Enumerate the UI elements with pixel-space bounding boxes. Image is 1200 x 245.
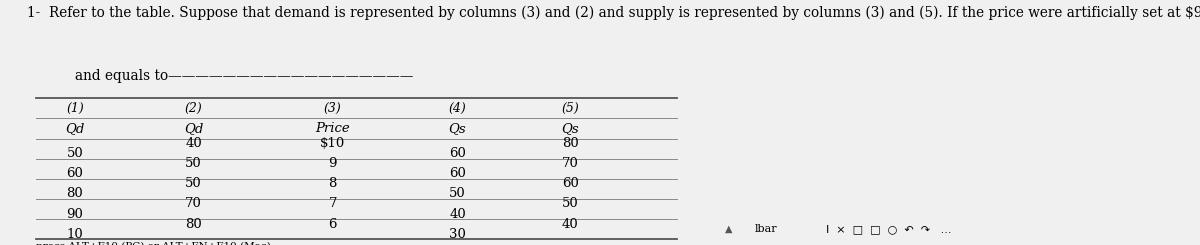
Text: (3): (3) [324,102,342,115]
Text: (1): (1) [66,102,84,115]
Text: lbar: lbar [755,224,778,234]
Text: 40: 40 [449,208,466,220]
Text: 30: 30 [449,228,466,241]
Text: $10: $10 [320,137,346,150]
Text: Price: Price [316,122,350,135]
Text: 60: 60 [66,167,83,180]
Text: Qs: Qs [449,122,467,135]
Text: 8: 8 [329,177,337,190]
Text: Qs: Qs [562,122,580,135]
Text: 50: 50 [185,157,202,170]
Text: 80: 80 [185,218,202,231]
Text: (2): (2) [185,102,203,115]
Text: 80: 80 [562,137,578,150]
Text: Qd: Qd [184,122,203,135]
Text: 6: 6 [329,218,337,231]
Text: 50: 50 [185,177,202,190]
Text: 40: 40 [562,218,578,231]
Text: (5): (5) [562,102,580,115]
Text: 50: 50 [449,187,466,200]
Text: 60: 60 [562,177,578,190]
Text: ▲: ▲ [725,224,732,234]
Text: 80: 80 [66,187,83,200]
Text: I  ×  □  □  ○  ↶  ↷   ...: I × □ □ ○ ↶ ↷ ... [826,224,952,234]
Text: 1-  Refer to the table. Suppose that demand is represented by columns (3) and (2: 1- Refer to the table. Suppose that dema… [28,6,1200,21]
Text: 60: 60 [449,167,466,180]
Text: 50: 50 [562,197,578,210]
Text: (4): (4) [449,102,467,115]
Text: 70: 70 [562,157,578,170]
Text: 70: 70 [185,197,202,210]
Text: 90: 90 [66,208,83,220]
Text: procs ALT+F10 (PC) or ALT+FN+F10 (Mac).: procs ALT+F10 (PC) or ALT+FN+F10 (Mac). [36,242,274,245]
Text: Qd: Qd [65,122,84,135]
Text: 60: 60 [449,147,466,160]
Text: and equals to——————————————————: and equals to—————————————————— [74,69,413,83]
Text: 40: 40 [185,137,202,150]
Text: 50: 50 [66,147,83,160]
Text: 9: 9 [329,157,337,170]
Text: 10: 10 [66,228,83,241]
Text: 7: 7 [329,197,337,210]
